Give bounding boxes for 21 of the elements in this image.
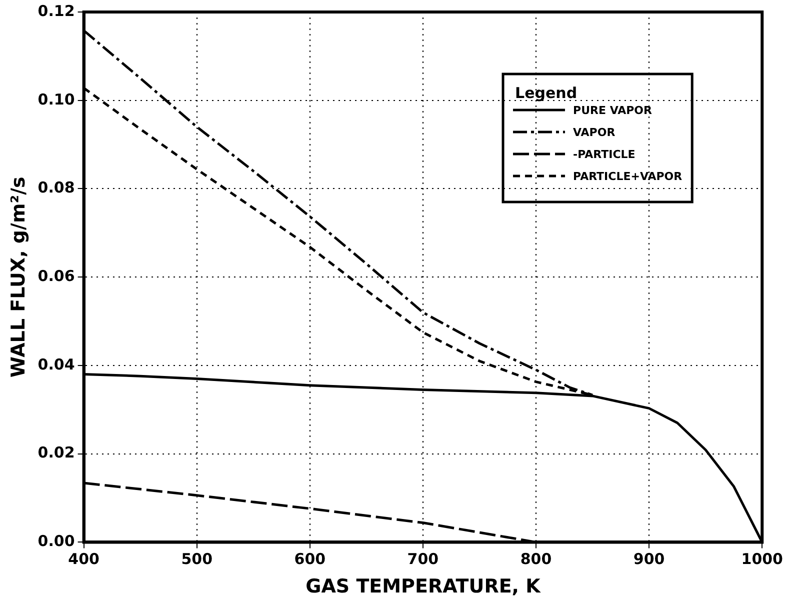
y-tick-label: 0.10 xyxy=(38,90,75,108)
x-tick-label: 1000 xyxy=(741,550,783,568)
y-tick-label: 0.08 xyxy=(38,178,75,197)
x-tick-label: 600 xyxy=(294,550,326,568)
x-tick-label: 800 xyxy=(520,550,552,568)
x-tick-label: 500 xyxy=(181,550,213,568)
y-axis-title: WALL FLUX, g/m²/s xyxy=(7,176,30,378)
legend-title: Legend xyxy=(515,84,578,102)
legend-label: -PARTICLE xyxy=(573,148,636,161)
x-axis-title: GAS TEMPERATURE, K xyxy=(306,576,542,598)
legend-label: PARTICLE+VAPOR xyxy=(573,170,683,183)
y-tick-label: 0.00 xyxy=(38,532,75,550)
x-tick-label: 900 xyxy=(633,550,665,568)
y-tick-label: 0.06 xyxy=(38,266,75,285)
y-tick-label: 0.02 xyxy=(38,444,75,462)
legend-label: PURE VAPOR xyxy=(573,104,653,117)
x-tick-label: 700 xyxy=(407,550,439,568)
y-tick-label: 0.12 xyxy=(38,2,75,20)
x-tick-label: 400 xyxy=(68,550,100,568)
legend-label: VAPOR xyxy=(573,126,616,139)
y-tick-label: 0.04 xyxy=(38,355,75,374)
